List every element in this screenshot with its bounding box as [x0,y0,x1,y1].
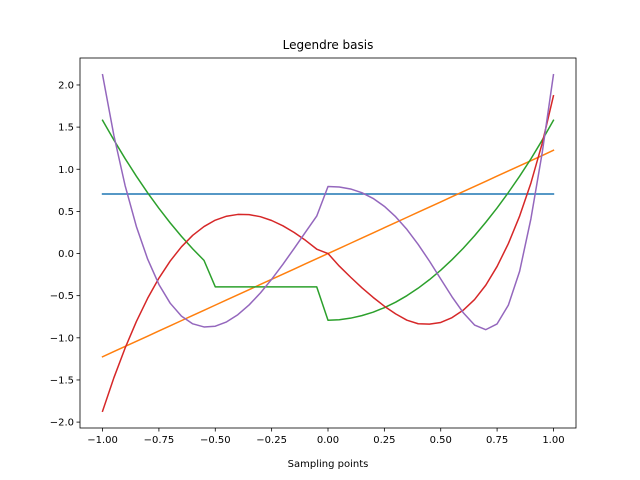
series-line-3 [101,94,555,413]
x-tick-label: 0.75 [486,435,508,446]
x-tick-label: 0.50 [430,435,452,446]
x-tick-label: −1.00 [87,435,118,446]
x-tick-label: −0.25 [256,435,287,446]
y-tick-label: 0.5 [58,207,74,218]
x-tick-label: 0.25 [373,435,395,446]
y-tick-label: 0.0 [58,249,74,260]
y-tick-label: 1.0 [58,165,74,176]
series-line-2 [101,119,555,321]
y-tick-label: 1.5 [58,123,74,134]
x-axis: −1.00 −0.75 −0.50 −0.25 0.00 0.25 0.50 0.75 1.00 [87,428,565,446]
y-tick-label: −1.0 [50,333,74,344]
x-tick-label: 1.00 [542,435,564,446]
x-tick-label: −0.75 [144,435,175,446]
y-tick-label: 2.0 [58,80,74,91]
y-axis: −2.0 −1.5 −1.0 −0.5 0.0 0.5 1.0 1.5 2.0 [50,80,80,429]
x-axis-label: Sampling points [288,459,369,470]
y-tick-label: −2.0 [50,418,74,429]
chart-title: Legendre basis [283,38,374,52]
y-tick-label: −0.5 [50,291,74,302]
x-tick-label: 0.00 [317,435,339,446]
y-tick-label: −1.5 [50,375,74,386]
series-line-4 [101,73,555,331]
x-tick-label: −0.50 [200,435,231,446]
series-layer [101,73,555,413]
